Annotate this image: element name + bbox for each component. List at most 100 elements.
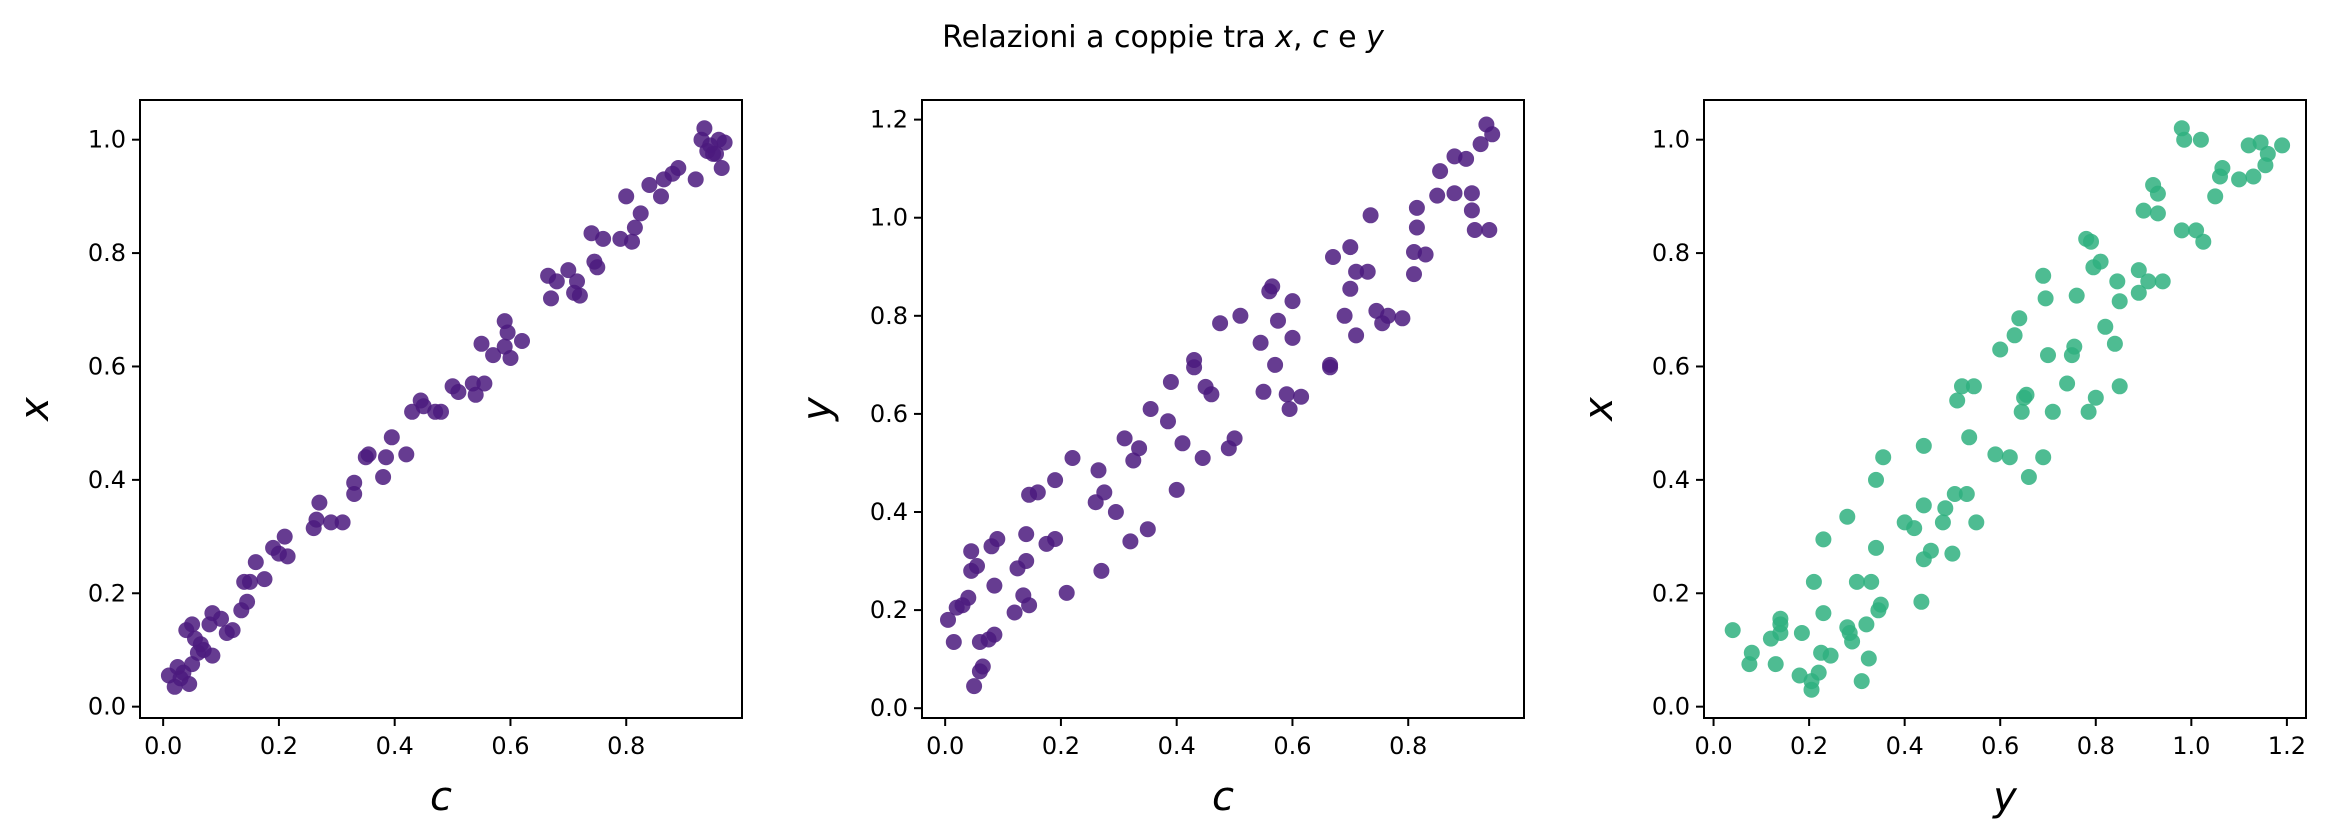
data-point (242, 573, 258, 590)
data-point (1839, 508, 1856, 525)
data-point (569, 273, 585, 290)
data-point (184, 616, 201, 633)
y-tick-label: 1.0 (1652, 126, 1690, 154)
x-tick-label: 0.8 (2077, 732, 2115, 760)
y-tick-label: 1.0 (88, 126, 126, 154)
data-point (1463, 185, 1480, 202)
data-point (1791, 667, 1808, 684)
data-point (2245, 168, 2262, 185)
data-point (2006, 327, 2023, 344)
data-point (1018, 526, 1035, 543)
data-point (1021, 597, 1038, 614)
x-tick-label: 0.2 (260, 732, 298, 760)
data-point (213, 610, 229, 627)
data-point (1278, 386, 1295, 403)
data-point (1122, 533, 1139, 550)
data-point (1484, 126, 1501, 143)
data-point (548, 273, 565, 290)
data-point (1815, 605, 1832, 622)
data-point (1810, 664, 1827, 681)
data-point (1168, 481, 1185, 498)
data-point (2274, 137, 2291, 154)
data-point (1116, 430, 1133, 447)
data-point (2068, 287, 2085, 304)
data-point (1325, 249, 1341, 265)
data-point (1944, 545, 1961, 562)
data-point (1226, 430, 1243, 447)
data-point (204, 647, 221, 664)
data-point (1466, 222, 1483, 238)
y-tick-label: 0.4 (870, 498, 908, 526)
y-tick-label: 0.6 (88, 352, 126, 380)
data-point (2040, 347, 2056, 364)
data-point (360, 446, 377, 463)
data-point (1868, 471, 1884, 488)
data-point (963, 543, 980, 560)
data-point (1058, 584, 1075, 601)
data-point (378, 449, 394, 466)
data-point (1174, 435, 1191, 452)
data-point (1142, 401, 1159, 417)
data-point (181, 676, 198, 692)
data-point (375, 469, 392, 485)
scatter-panel-y-vs-x: 0.0 0.2 0.4 0.6 0.8 1.0 1.2 0.0 0.2 0.4 0.6 0.8 1.0 y… (1576, 99, 2307, 820)
data-point (1348, 263, 1365, 280)
data-point (2207, 188, 2224, 205)
scatter-panel-c-vs-x: 0.0 0.2 0.4 0.6 0.8 0.0 0.2 0.4 0.6 0.8 1.0 c x (12, 99, 743, 820)
data-point (1968, 514, 1985, 531)
x-tick-label: 0.2 (1042, 732, 1080, 760)
data-point (1047, 472, 1064, 489)
data-point (1139, 521, 1156, 538)
data-point (1284, 293, 1301, 310)
data-point (323, 514, 339, 531)
data-point (969, 558, 985, 574)
data-point (696, 120, 713, 137)
data-point (1203, 386, 1220, 403)
data-point (595, 230, 612, 247)
data-point (1915, 437, 1932, 454)
x-axis-label: c (1212, 774, 1234, 820)
data-point (2020, 469, 2037, 485)
data-point (514, 333, 530, 349)
data-point (256, 571, 273, 588)
data-point (1922, 542, 1939, 559)
y-axis-label: x (1576, 397, 1622, 423)
x-tick-label: 0.0 (1694, 732, 1732, 760)
data-point (2083, 233, 2099, 250)
x-tick-label: 0.6 (491, 732, 529, 760)
data-point (2044, 403, 2061, 420)
data-point (1096, 484, 1113, 501)
data-point (2013, 403, 2030, 420)
y-tick-label: 0.4 (1652, 466, 1690, 494)
data-point (1858, 616, 1875, 633)
data-point (1359, 263, 1376, 280)
data-point (1281, 401, 1298, 417)
data-point (986, 577, 1003, 594)
data-point (1408, 219, 1425, 236)
data-point (1252, 334, 1269, 351)
plot-frame (139, 99, 743, 719)
data-point (1937, 500, 1954, 517)
data-point (2011, 310, 2028, 327)
data-point (2097, 318, 2114, 335)
data-point (2214, 160, 2231, 176)
data-point (1767, 656, 1784, 673)
x-tick-label: 0.8 (1389, 732, 1427, 760)
data-point (346, 486, 363, 502)
x-tick-label: 1.0 (2172, 732, 2210, 760)
data-point (1875, 449, 1892, 466)
data-point (1107, 504, 1124, 520)
data-point (1417, 246, 1434, 263)
y-tick-label: 0.2 (88, 579, 126, 607)
data-point (716, 134, 733, 151)
data-point (1946, 486, 1963, 502)
data-point (1348, 327, 1365, 344)
x-tick-label: 0.4 (376, 732, 414, 760)
data-point (1913, 593, 1930, 610)
data-point (960, 589, 977, 606)
plot-frame (1703, 99, 2307, 719)
data-point (1793, 625, 1810, 641)
data-point (1018, 553, 1035, 569)
data-point (2259, 145, 2276, 162)
